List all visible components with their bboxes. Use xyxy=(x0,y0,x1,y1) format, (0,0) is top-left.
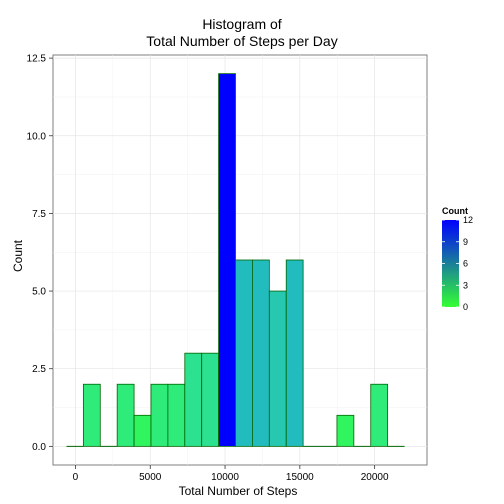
histogram-bar xyxy=(201,352,220,447)
legend-tick-label: 9 xyxy=(463,237,468,247)
chart-title-line-2: Total Number of Steps per Day xyxy=(146,33,337,49)
histogram-bar xyxy=(268,290,287,447)
x-tick-label: 0 xyxy=(73,472,79,483)
y-tick-label: 12.5 xyxy=(27,54,47,65)
y-tick-label: 7.5 xyxy=(32,209,46,220)
histogram-bar xyxy=(285,259,304,447)
histogram-bar xyxy=(150,383,169,447)
legend-tick-label: 6 xyxy=(463,259,468,269)
y-tick-label: 10.0 xyxy=(27,131,47,142)
y-tick-label: 5.0 xyxy=(32,287,46,298)
legend-tick-label: 3 xyxy=(463,280,468,290)
y-tick-label: 2.5 xyxy=(32,364,46,375)
histogram-bar xyxy=(370,383,389,447)
histogram-bar xyxy=(336,414,355,447)
x-tick-label: 20000 xyxy=(361,472,389,483)
histogram-bar xyxy=(218,73,236,447)
x-axis-ticks: 0 5000 10000 15000 20000 xyxy=(73,465,389,483)
legend-tick-label: 12 xyxy=(463,215,473,225)
histogram-bar xyxy=(82,383,101,447)
histogram-bar xyxy=(133,414,152,447)
y-tick-label: 0.0 xyxy=(32,442,46,453)
legend-title: Count xyxy=(442,206,468,216)
y-axis-title: Count xyxy=(11,239,25,272)
histogram-bar xyxy=(116,383,135,447)
histogram-bar xyxy=(167,383,186,447)
legend-tick-label: 0 xyxy=(463,302,468,312)
y-axis-ticks: 0.0 2.5 5.0 7.5 10.0 12.5 xyxy=(27,54,53,453)
x-tick-label: 15000 xyxy=(286,472,314,483)
x-tick-label: 10000 xyxy=(211,472,239,483)
legend-ticks: 0 3 6 9 12 xyxy=(442,215,473,312)
chart-title-line-1: Histogram of xyxy=(202,16,281,32)
histogram-bar xyxy=(235,259,253,447)
histogram-bar xyxy=(184,352,203,447)
histogram-bar xyxy=(252,259,270,447)
x-tick-label: 5000 xyxy=(139,472,162,483)
legend: Count 0 3 6 9 12 xyxy=(442,206,473,312)
legend-colorbar xyxy=(442,220,459,307)
x-axis-title: Total Number of Steps xyxy=(179,484,298,498)
bars xyxy=(66,73,405,447)
